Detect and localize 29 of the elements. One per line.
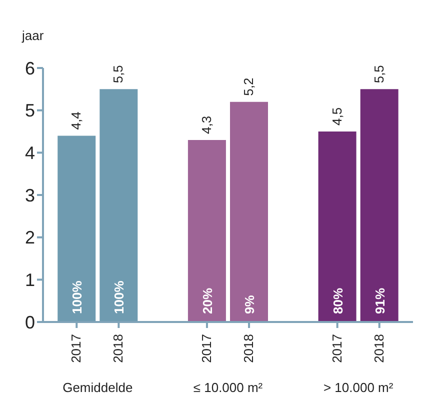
x-tick-label: 2018 — [371, 334, 386, 363]
x-tick-label: 2018 — [241, 334, 256, 363]
y-tick-label: 1 — [24, 270, 35, 290]
x-tick-label: 2017 — [198, 334, 214, 363]
data-label: 4,4 — [68, 112, 84, 130]
y-tick-label: 4 — [24, 143, 35, 164]
annotation: 100% — [70, 280, 85, 314]
annotation: 20% — [200, 288, 215, 314]
text: Gemiddelde — [62, 380, 133, 395]
text: ≤ 10.000 m² — [193, 380, 264, 395]
y-tick-label: 2 — [24, 228, 35, 248]
y-tick-label: 3 — [24, 185, 35, 206]
data-label: 4,3 — [198, 116, 214, 134]
y-tick-label: 5 — [24, 100, 35, 121]
x-tick-label: 2017 — [68, 334, 84, 363]
y-tick-label: 6 — [24, 58, 35, 78]
annotation: 91% — [372, 288, 388, 314]
data-label: 5,5 — [371, 65, 386, 84]
annotation: 80% — [330, 288, 346, 314]
y-axis-title: jaar — [22, 28, 44, 43]
data-label: 4,5 — [329, 107, 344, 126]
x-tick-label: 2017 — [329, 334, 344, 363]
x-tick-label: 2018 — [110, 334, 126, 363]
data-label: 5,5 — [110, 65, 126, 84]
annotation: 9% — [242, 294, 257, 314]
data-label: 5,2 — [241, 78, 256, 96]
text: > 10.000 m² — [323, 380, 394, 395]
y-tick-label: 0 — [24, 312, 35, 332]
annotation: 100% — [112, 280, 127, 314]
